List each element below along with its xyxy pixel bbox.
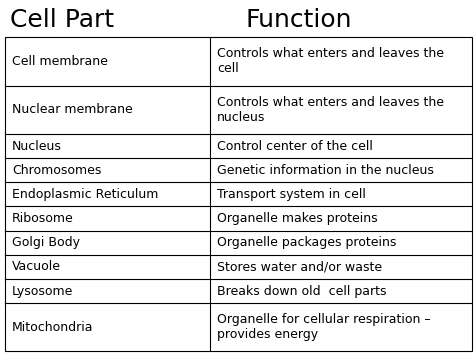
Text: Function: Function xyxy=(246,7,352,32)
Text: Lysosome: Lysosome xyxy=(12,284,73,297)
Text: Cell Part: Cell Part xyxy=(9,7,114,32)
Text: Cell membrane: Cell membrane xyxy=(12,55,108,68)
Text: Golgi Body: Golgi Body xyxy=(12,236,80,249)
Text: Organelle for cellular respiration –
provides energy: Organelle for cellular respiration – pro… xyxy=(217,313,431,341)
Text: Stores water and/or waste: Stores water and/or waste xyxy=(217,260,383,273)
Text: Ribosome: Ribosome xyxy=(12,212,73,225)
Text: Controls what enters and leaves the
cell: Controls what enters and leaves the cell xyxy=(217,48,444,76)
Text: Endoplasmic Reticulum: Endoplasmic Reticulum xyxy=(12,188,158,201)
Text: Organelle makes proteins: Organelle makes proteins xyxy=(217,212,378,225)
Text: Controls what enters and leaves the
nucleus: Controls what enters and leaves the nucl… xyxy=(217,96,444,124)
Text: Vacuole: Vacuole xyxy=(12,260,61,273)
Text: Mitochondria: Mitochondria xyxy=(12,321,93,334)
Text: Chromosomes: Chromosomes xyxy=(12,164,101,177)
Text: Genetic information in the nucleus: Genetic information in the nucleus xyxy=(217,164,434,177)
Text: Breaks down old  cell parts: Breaks down old cell parts xyxy=(217,284,387,297)
Text: Transport system in cell: Transport system in cell xyxy=(217,188,366,201)
Text: Organelle packages proteins: Organelle packages proteins xyxy=(217,236,397,249)
Text: Nuclear membrane: Nuclear membrane xyxy=(12,103,133,116)
Text: Nucleus: Nucleus xyxy=(12,140,62,153)
Bar xyxy=(5,37,472,351)
Text: Control center of the cell: Control center of the cell xyxy=(217,140,373,153)
